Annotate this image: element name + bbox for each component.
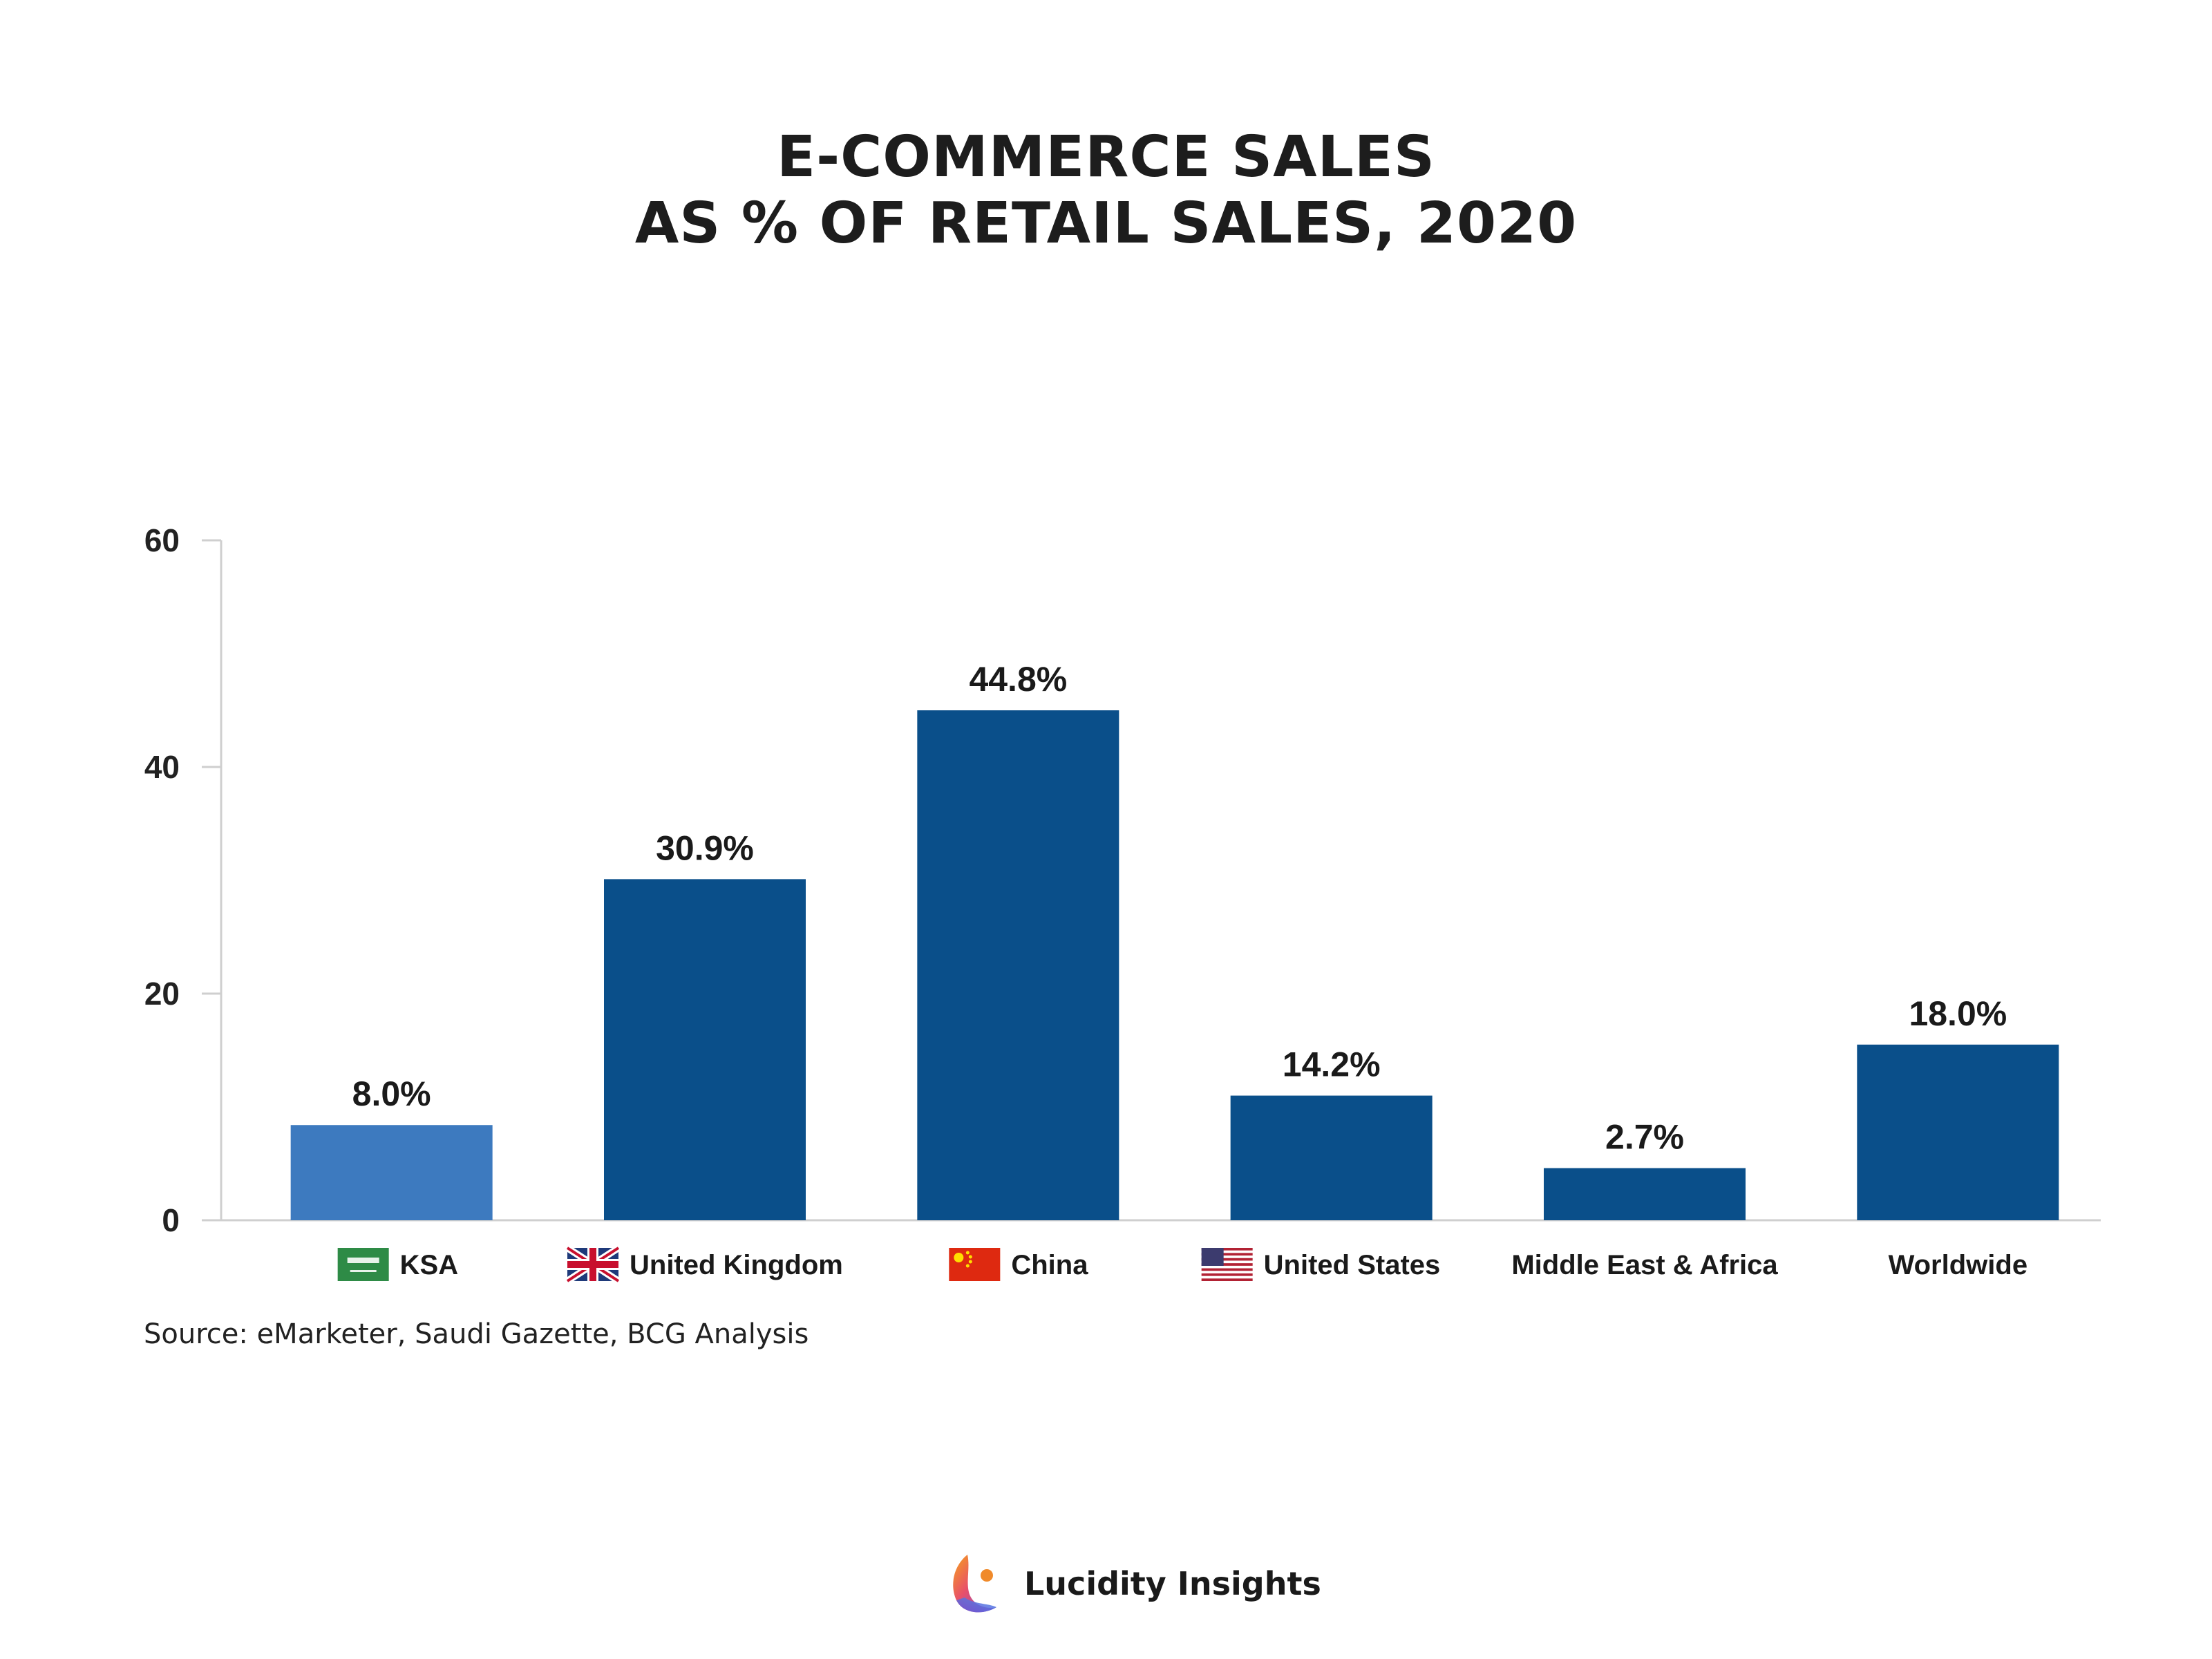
y-tick-label: 40 bbox=[144, 749, 180, 785]
x-category-label: China bbox=[1011, 1250, 1088, 1280]
saudi-flag-icon bbox=[337, 1248, 389, 1281]
y-tick-label: 60 bbox=[144, 522, 180, 558]
bar-data-label: 30.9% bbox=[656, 828, 754, 867]
brand-footer: Lucidity Insights bbox=[947, 1552, 1321, 1615]
bar-data-label: 44.8% bbox=[969, 660, 1067, 699]
bar-data-label: 18.0% bbox=[1909, 994, 2007, 1033]
lucidity-logo-icon bbox=[953, 1555, 996, 1613]
bar-worldwide bbox=[1857, 1044, 2059, 1220]
chart-title: E-COMMERCE SALES AS % OF RETAIL SALES, 2… bbox=[0, 124, 2212, 257]
x-category-label: United Kingdom bbox=[630, 1250, 843, 1280]
brand-name: Lucidity Insights bbox=[1024, 1565, 1321, 1602]
us-flag-icon bbox=[1201, 1248, 1253, 1281]
bar-data-label: 2.7% bbox=[1605, 1118, 1684, 1157]
x-category-label: Worldwide bbox=[1889, 1250, 2027, 1280]
bar-data-label: 8.0% bbox=[352, 1074, 431, 1113]
y-tick-label: 0 bbox=[162, 1202, 180, 1238]
x-category-label: KSA bbox=[400, 1250, 458, 1280]
bar-united-states bbox=[1230, 1095, 1433, 1220]
chart-bars bbox=[290, 710, 2059, 1220]
y-tick-label: 20 bbox=[144, 976, 180, 1012]
chart-title-line-2: AS % OF RETAIL SALES, 2020 bbox=[634, 191, 1578, 256]
x-category-label: United States bbox=[1264, 1250, 1441, 1280]
chart-axes: 0 20 40 60 bbox=[144, 522, 2101, 1238]
bar-middle-east-africa bbox=[1544, 1168, 1746, 1220]
chart-title-line-1: E-COMMERCE SALES bbox=[777, 124, 1435, 190]
bar-data-label: 14.2% bbox=[1283, 1045, 1381, 1084]
china-flag-icon bbox=[949, 1248, 1001, 1281]
source-note: Source: eMarketer, Saudi Gazette, BCG An… bbox=[144, 1318, 809, 1350]
bar-ksa bbox=[290, 1125, 493, 1220]
x-category-label: Middle East & Africa bbox=[1511, 1250, 1778, 1280]
bar-united-kingdom bbox=[604, 879, 806, 1220]
uk-flag-icon bbox=[565, 1244, 621, 1284]
chart-labels: 8.0% 30.9% 44.8% 14.2% 2.7% 18.0% KSA United Ki… bbox=[337, 660, 2027, 1284]
bar-china bbox=[917, 710, 1119, 1220]
